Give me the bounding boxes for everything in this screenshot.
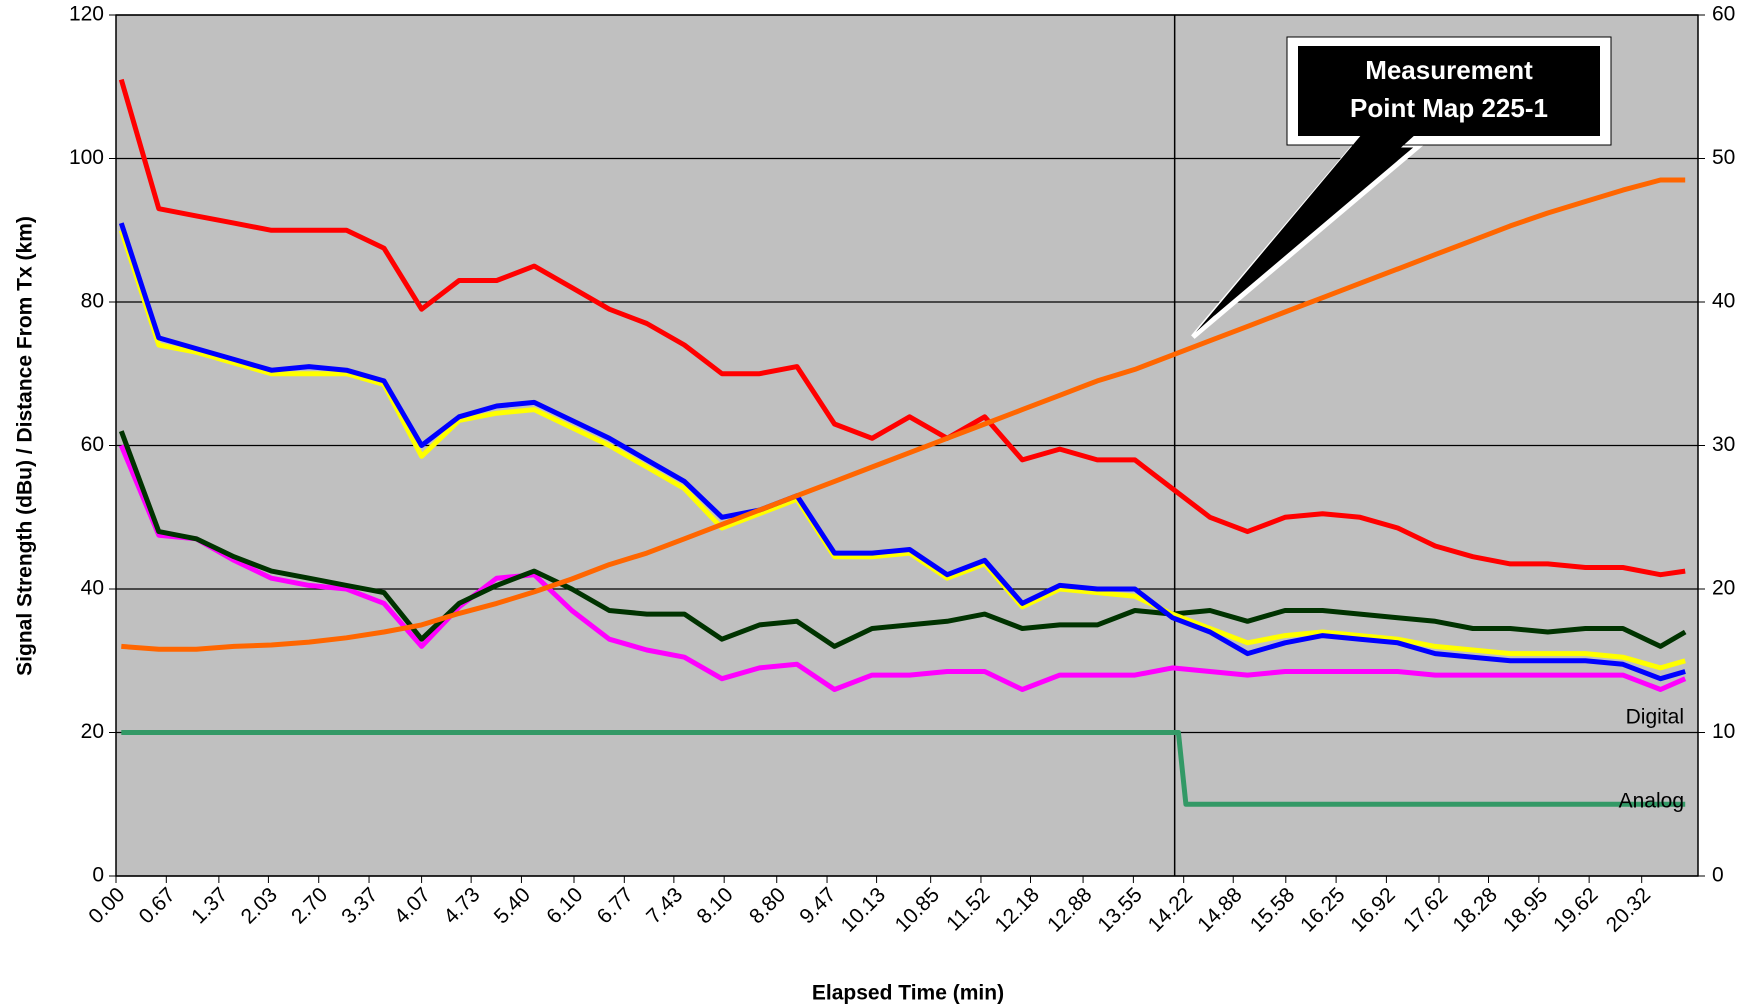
x-tick-label: 0.00	[84, 883, 129, 928]
x-tick-label: 18.95	[1499, 883, 1552, 936]
series-line	[121, 730, 1686, 807]
x-tick-label: 13.55	[1093, 883, 1146, 936]
y-tick-label: 120	[69, 3, 104, 26]
series-line	[118, 78, 1686, 578]
x-tick-label: 9.47	[795, 883, 840, 928]
y-tick-label: 60	[81, 433, 104, 456]
y2-tick-label: 20	[1712, 577, 1735, 600]
x-tick-label: 15.58	[1246, 883, 1299, 936]
x-tick-label: 20.32	[1602, 883, 1655, 936]
annotation: Analog	[1619, 790, 1684, 813]
x-tick-label: 10.85	[891, 883, 944, 936]
series-line	[118, 444, 1687, 692]
y-tick-label: 80	[81, 290, 104, 313]
x-tick-label: 16.92	[1346, 883, 1399, 936]
annotation: Digital	[1626, 706, 1684, 729]
x-tick-label: 1.37	[187, 883, 232, 928]
series-line	[118, 430, 1687, 649]
y-axis-title: Signal Strength (dBu) / Distance From Tx…	[14, 216, 37, 676]
x-tick-label: 2.70	[287, 883, 332, 928]
x-tick-label: 11.52	[942, 883, 994, 935]
x-tick-label: 3.37	[337, 883, 382, 928]
y2-tick-label: 10	[1712, 720, 1735, 743]
x-tick-label: 5.40	[490, 883, 535, 928]
y2-tick-label: 30	[1712, 433, 1735, 456]
x-tick-label: 6.77	[593, 883, 638, 928]
y-tick-label: 100	[69, 146, 104, 169]
x-tick-label: 6.10	[542, 883, 587, 928]
callout-text: Point Map 225-1	[1350, 93, 1548, 123]
y-tick-label: 0	[92, 864, 104, 887]
x-tick-label: 0.67	[135, 883, 180, 928]
y-tick-label: 20	[81, 720, 104, 743]
x-tick-label: 17.62	[1399, 883, 1452, 936]
x-tick-label: 16.25	[1296, 883, 1349, 936]
x-tick-label: 8.10	[692, 883, 737, 928]
x-tick-label: 4.07	[390, 883, 435, 928]
x-tick-label: 4.73	[439, 883, 484, 928]
x-tick-label: 12.88	[1043, 883, 1096, 936]
x-tick-label: 7.43	[642, 883, 687, 928]
y-tick-label: 40	[81, 577, 104, 600]
y2-tick-label: 50	[1712, 146, 1735, 169]
x-tick-label: 10.13	[837, 883, 890, 936]
y2-tick-label: 40	[1712, 290, 1735, 313]
x-tick-label: 19.62	[1549, 883, 1602, 936]
x-tick-label: 8.80	[745, 883, 790, 928]
x-tick-label: 12.18	[991, 883, 1044, 936]
x-tick-label: 14.88	[1193, 883, 1246, 936]
callout: Measurement Point Map 225-1	[1191, 36, 1612, 339]
series-line	[121, 177, 1686, 652]
callout-text: Measurement	[1365, 55, 1533, 85]
x-tick-label: 2.03	[237, 883, 282, 928]
y2-tick-label: 0	[1712, 864, 1724, 887]
y2-tick-label: 60	[1712, 3, 1735, 26]
x-tick-label: 18.28	[1449, 883, 1502, 936]
series-line	[118, 222, 1686, 682]
x-tick-label: 14.22	[1144, 883, 1197, 936]
x-axis-title: Elapsed Time (min)	[812, 982, 1004, 1005]
